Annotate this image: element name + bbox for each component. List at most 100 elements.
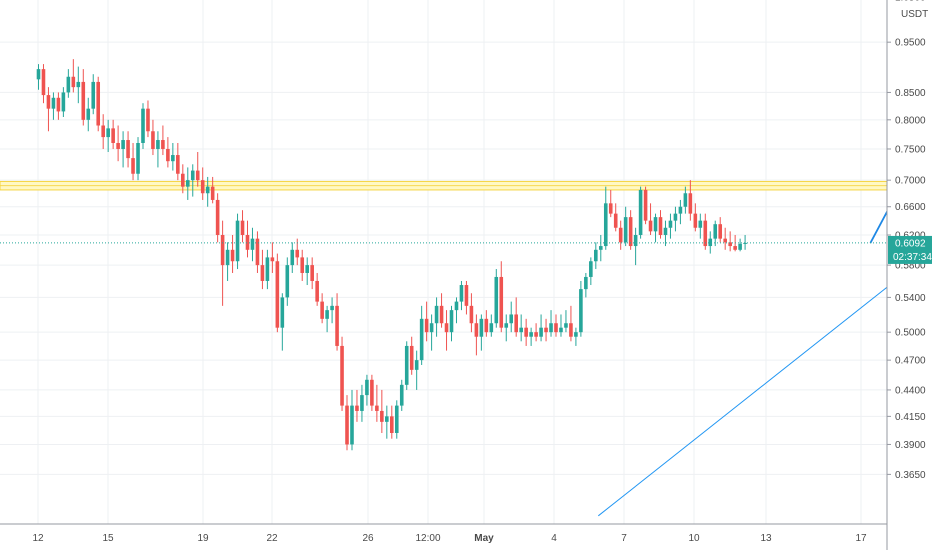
time-tick-label: 13 <box>760 533 772 544</box>
candle-body <box>554 323 558 333</box>
price-tick-label: 0.8500 <box>895 88 926 99</box>
candle-body <box>439 305 444 324</box>
candle-body <box>514 314 518 333</box>
candle-body <box>584 276 588 290</box>
candle-body <box>36 69 41 80</box>
candles <box>36 59 747 451</box>
candle-body <box>375 405 379 411</box>
price-tick-label: 0.8000 <box>895 115 926 126</box>
candle-body <box>613 213 618 228</box>
resistance-zone <box>0 180 888 191</box>
candle-body <box>394 405 399 433</box>
price-tick-label: 0.4700 <box>895 356 926 367</box>
candle-body <box>743 242 747 244</box>
candle-body <box>529 332 533 337</box>
time-tick-label: 17 <box>855 533 867 544</box>
candle-body <box>86 108 91 120</box>
time-tick-label: 12 <box>32 533 44 544</box>
current-price-value: 0.6092 <box>895 238 926 249</box>
candle-body <box>250 238 255 250</box>
candle-body <box>424 318 429 333</box>
candle-body <box>220 234 225 266</box>
candle-body <box>270 257 275 262</box>
time-tick-label: 12:00 <box>415 533 440 544</box>
current-price-badge <box>888 235 932 264</box>
candle-body <box>260 265 265 281</box>
candle-body <box>240 220 245 235</box>
candle-body <box>603 203 608 247</box>
candle-body <box>300 257 305 273</box>
candle-body <box>559 327 563 333</box>
candle-body <box>594 249 598 262</box>
candle-body <box>589 261 593 277</box>
candle-body <box>96 81 101 126</box>
candle-body <box>166 148 170 162</box>
candle-body <box>280 297 285 328</box>
price-tick-label: 0.4150 <box>895 412 926 423</box>
candle-body <box>723 238 727 243</box>
candle-body <box>579 289 583 333</box>
candle-body <box>235 220 240 262</box>
time-tick-label: 10 <box>688 533 700 544</box>
candle-body <box>305 265 310 273</box>
candle-body <box>185 180 190 187</box>
bar-countdown: 02:37:34 <box>893 252 932 263</box>
candle-body <box>549 323 553 333</box>
candle-body <box>136 142 140 174</box>
candle-body <box>509 314 514 324</box>
current-price-tag: 0.6092 02:37:34 <box>0 235 932 264</box>
candle-body <box>320 301 324 319</box>
candle-body <box>315 280 319 302</box>
candle-body <box>469 305 474 324</box>
candle-body <box>210 186 215 200</box>
candle-body <box>598 246 603 250</box>
time-axis[interactable]: 12 15 19 22 26 12:00 May 4 7 10 13 17 <box>0 523 887 544</box>
candle-body <box>633 234 638 247</box>
candle-body <box>56 97 61 112</box>
trendline-group <box>597 250 932 517</box>
candle-body <box>225 249 230 266</box>
candle-body <box>275 261 280 328</box>
price-tick-label: 0.4400 <box>895 385 926 396</box>
candle-body <box>389 416 394 433</box>
candle-body <box>365 379 369 396</box>
candle-body <box>131 158 135 174</box>
grid-lines <box>0 0 887 524</box>
candle-body <box>658 217 663 235</box>
candle-body <box>564 323 568 328</box>
candle-body <box>459 285 464 302</box>
candle-body <box>688 193 693 214</box>
price-tick-label: 0.3650 <box>895 470 926 481</box>
support-trendline <box>597 250 932 517</box>
candle-body <box>479 318 484 337</box>
price-tick-label: 0.5000 <box>895 328 926 339</box>
candle-body <box>464 285 469 306</box>
candle-body <box>713 224 718 239</box>
candle-body <box>414 360 419 370</box>
currency-unit-label: USDT <box>901 9 928 20</box>
price-tick-label: 1.0500 <box>895 0 926 3</box>
candle-body <box>121 140 125 149</box>
candle-body <box>71 76 76 88</box>
time-tick-label: 15 <box>102 533 114 544</box>
candle-body <box>623 217 628 243</box>
candle-body <box>41 69 46 96</box>
candle-body <box>499 276 504 328</box>
candle-body <box>51 97 56 109</box>
candle-body <box>245 234 250 250</box>
price-tick-label: 0.9500 <box>895 38 926 49</box>
candle-body <box>409 345 414 370</box>
price-tick-label: 0.7000 <box>895 176 926 187</box>
candle-body <box>295 249 300 258</box>
candle-body <box>176 155 180 174</box>
candle-body <box>693 213 698 228</box>
candle-body <box>330 305 334 311</box>
candle-body <box>738 243 742 250</box>
candle-body <box>111 128 115 143</box>
candle-body <box>618 227 623 243</box>
time-tick-label: 4 <box>551 533 557 544</box>
candle-body <box>569 323 573 337</box>
price-axis-background <box>887 0 932 550</box>
price-tick-label: 0.7500 <box>895 144 926 155</box>
candle-body <box>678 206 683 214</box>
